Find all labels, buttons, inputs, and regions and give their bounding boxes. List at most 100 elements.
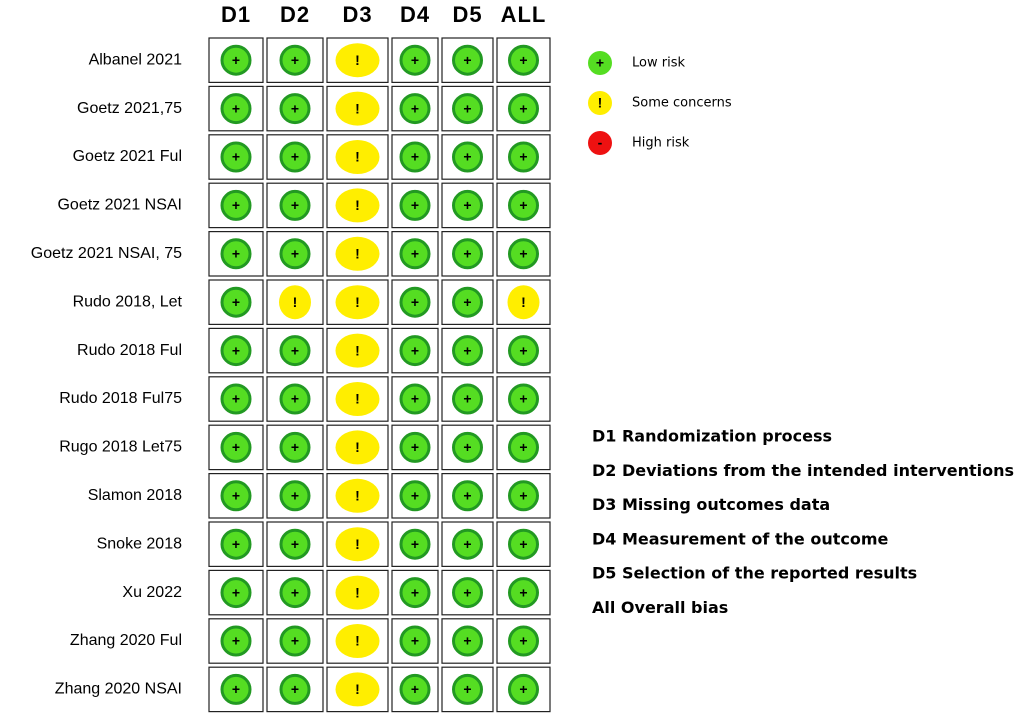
domain-description: D3 Missing outcomes data bbox=[592, 495, 830, 514]
cell bbox=[391, 327, 439, 374]
judgement-symbol: ! bbox=[355, 439, 360, 455]
judgement-symbol: + bbox=[291, 246, 299, 262]
cell bbox=[391, 424, 439, 471]
judgement-symbol: + bbox=[411, 633, 419, 649]
judgement-symbol: + bbox=[232, 488, 240, 504]
study-label: Rudo 2018, Let bbox=[73, 293, 183, 310]
judgement-marker bbox=[452, 286, 483, 318]
study-label: Goetz 2021 NSAI bbox=[57, 197, 182, 214]
cell bbox=[326, 424, 389, 471]
judgement-symbol: ! bbox=[521, 294, 526, 310]
column-header: D2 bbox=[280, 2, 310, 27]
legend-label: High risk bbox=[632, 136, 690, 151]
judgement-marker bbox=[452, 383, 483, 415]
legend-symbol: - bbox=[598, 135, 603, 151]
judgement-marker bbox=[507, 285, 540, 320]
cell bbox=[391, 134, 439, 180]
judgement-symbol: + bbox=[411, 584, 419, 600]
judgement-symbol: + bbox=[232, 681, 240, 697]
cell bbox=[208, 666, 264, 713]
column-header: D1 bbox=[221, 2, 251, 27]
study-label: Goetz 2021 NSAI, 75 bbox=[31, 245, 182, 262]
judgement-marker bbox=[335, 91, 380, 126]
cell bbox=[441, 666, 494, 713]
judgement-symbol: + bbox=[519, 342, 527, 358]
judgement-symbol: + bbox=[411, 342, 419, 358]
judgement-symbol: + bbox=[291, 197, 299, 213]
judgement-marker bbox=[335, 43, 380, 78]
cell bbox=[391, 618, 439, 664]
cell bbox=[496, 182, 551, 229]
judgement-symbol: ! bbox=[355, 197, 360, 213]
cell bbox=[266, 231, 324, 277]
cell bbox=[441, 569, 494, 616]
cell bbox=[208, 327, 264, 374]
judgement-symbol: + bbox=[463, 681, 471, 697]
judgement-symbol: ! bbox=[355, 342, 360, 358]
judgement-marker bbox=[452, 528, 483, 560]
cell bbox=[266, 473, 324, 519]
judgement-symbol: + bbox=[232, 536, 240, 552]
judgement-marker bbox=[335, 430, 380, 465]
legend-marker bbox=[588, 91, 612, 115]
cell bbox=[391, 666, 439, 713]
judgement-marker bbox=[399, 189, 431, 221]
domain-description: All Overall bias bbox=[592, 598, 728, 617]
cell bbox=[326, 182, 389, 229]
judgement-marker bbox=[335, 575, 380, 610]
judgement-marker bbox=[399, 480, 431, 512]
judgement-marker bbox=[220, 480, 252, 512]
legend-marker bbox=[588, 51, 612, 75]
cell bbox=[326, 327, 389, 374]
judgement-marker bbox=[279, 625, 311, 657]
judgement-marker bbox=[452, 335, 483, 367]
judgement-symbol: + bbox=[463, 149, 471, 165]
cell bbox=[496, 666, 551, 713]
judgement-symbol: ! bbox=[355, 100, 360, 116]
judgement-marker bbox=[279, 285, 311, 320]
judgement-symbol: + bbox=[232, 197, 240, 213]
judgement-symbol: + bbox=[291, 52, 299, 68]
judgement-marker bbox=[220, 335, 252, 367]
column-header: D3 bbox=[342, 2, 372, 27]
cell bbox=[326, 666, 389, 713]
judgement-symbol: + bbox=[463, 439, 471, 455]
cell bbox=[441, 376, 494, 422]
judgement-marker bbox=[508, 480, 539, 512]
judgement-symbol: + bbox=[463, 197, 471, 213]
cell bbox=[496, 618, 551, 664]
judgement-marker bbox=[335, 140, 380, 174]
cell bbox=[441, 231, 494, 277]
column-header: ALL bbox=[501, 2, 547, 27]
judgement-symbol: ! bbox=[355, 149, 360, 165]
cell bbox=[266, 85, 324, 132]
judgement-symbol: + bbox=[519, 197, 527, 213]
cell bbox=[208, 231, 264, 277]
domain-description: D4 Measurement of the outcome bbox=[592, 529, 889, 548]
legend-symbol: ! bbox=[598, 95, 603, 111]
judgement-symbol: + bbox=[232, 100, 240, 116]
judgement-symbol: + bbox=[411, 536, 419, 552]
cell bbox=[208, 182, 264, 229]
judgement-symbol: + bbox=[519, 488, 527, 504]
judgement-symbol: + bbox=[232, 342, 240, 358]
cell bbox=[441, 521, 494, 568]
judgement-marker bbox=[279, 383, 311, 415]
judgement-marker bbox=[399, 93, 431, 125]
study-label: Rudo 2018 Ful bbox=[77, 342, 182, 359]
cell bbox=[266, 327, 324, 374]
judgement-symbol: + bbox=[463, 488, 471, 504]
judgement-symbol: + bbox=[232, 294, 240, 310]
judgement-marker bbox=[399, 141, 431, 173]
judgement-symbol: ! bbox=[355, 633, 360, 649]
judgement-marker bbox=[220, 238, 252, 270]
judgement-symbol: ! bbox=[355, 584, 360, 600]
cell bbox=[266, 134, 324, 180]
judgement-symbol: ! bbox=[355, 294, 360, 310]
cell bbox=[266, 569, 324, 616]
judgement-marker bbox=[335, 672, 380, 707]
judgement-symbol: + bbox=[463, 633, 471, 649]
judgement-symbol: + bbox=[411, 439, 419, 455]
cell bbox=[391, 231, 439, 277]
